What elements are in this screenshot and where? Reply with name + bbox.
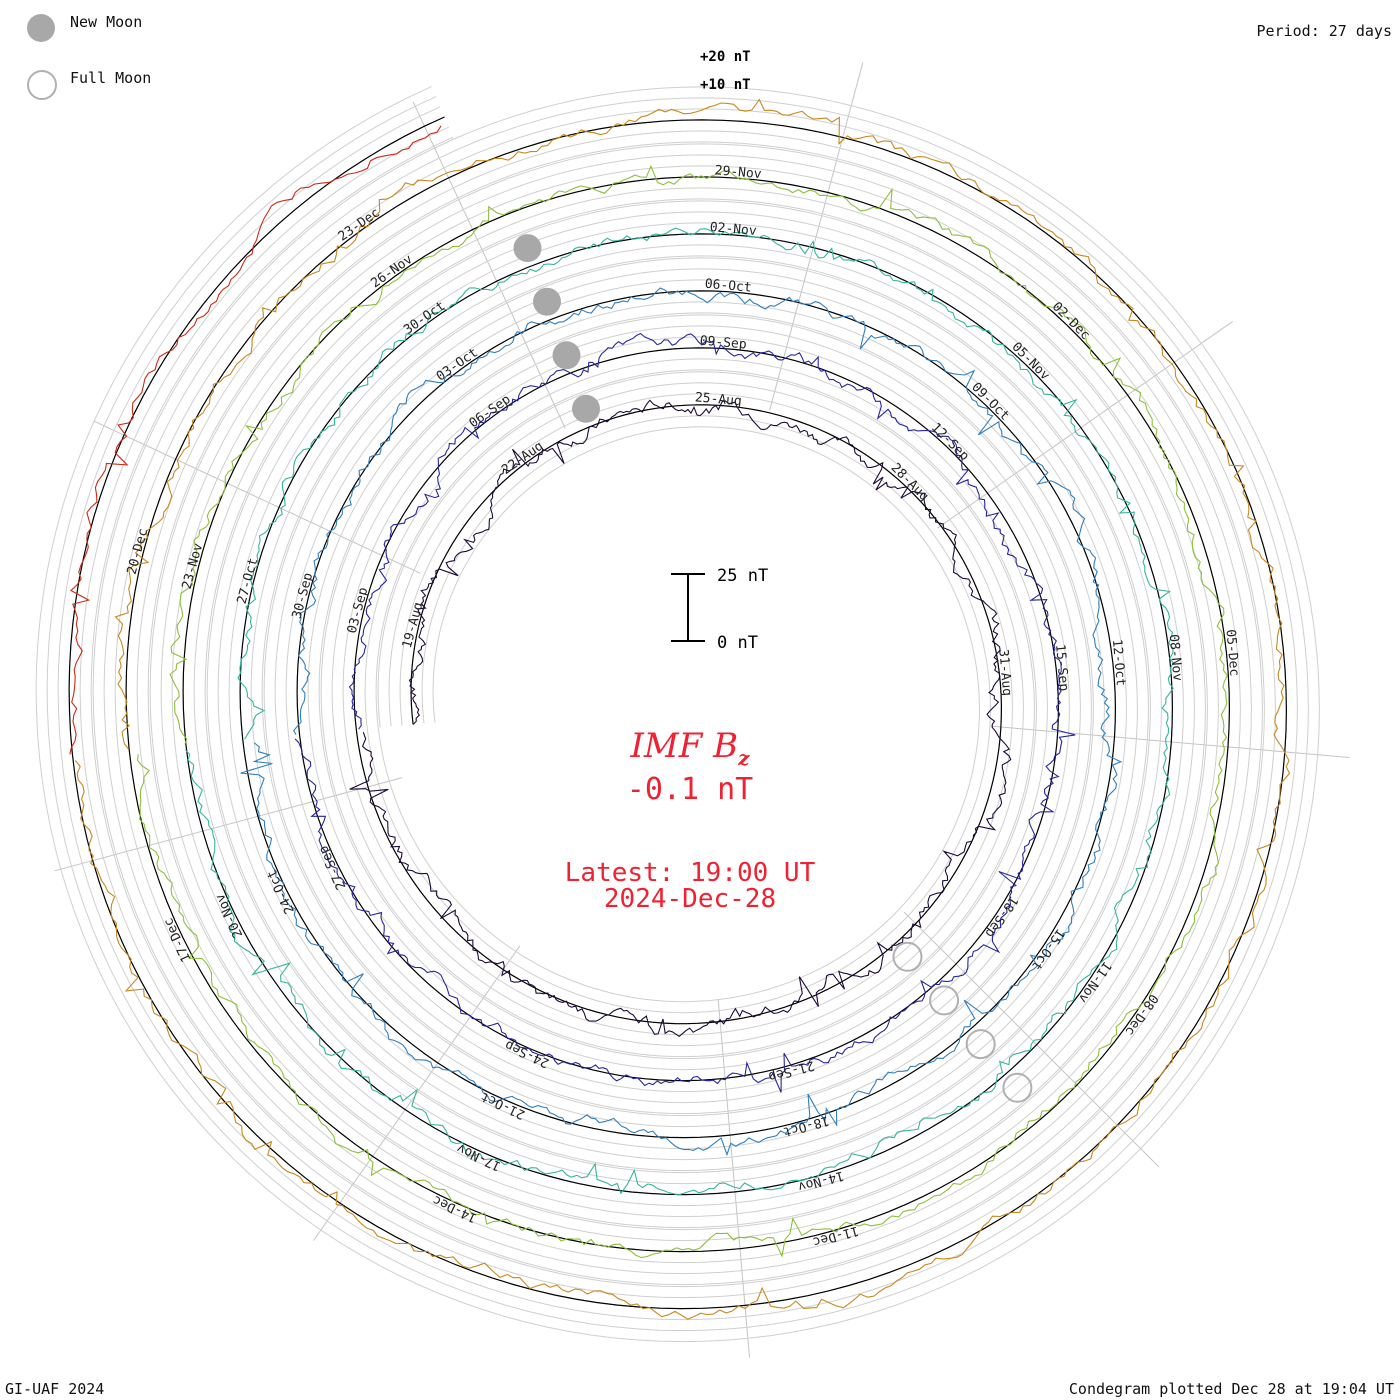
- plotted-timestamp: Condegram plotted Dec 28 at 19:04 UT: [1068, 1380, 1394, 1398]
- date-label: 27-Oct: [235, 556, 262, 605]
- date-label: 20-Dec: [125, 527, 152, 576]
- scale-bar-top-label: 25 nT: [717, 566, 768, 586]
- baseline-spiral: [68, 116, 1288, 1310]
- date-label: 24-Sep: [503, 1037, 552, 1071]
- date-label: 11-Dec: [811, 1222, 860, 1249]
- spoke-line: [93, 420, 421, 574]
- date-label: 05-Nov: [1009, 340, 1053, 384]
- date-label: 03-Sep: [345, 586, 372, 635]
- date-label: 15-Oct: [1028, 926, 1067, 973]
- spoke-line: [313, 945, 521, 1241]
- grid-ring: [35, 86, 1320, 1343]
- trace-rotation-3: [184, 227, 1174, 1196]
- trace-rotation-6: [69, 125, 442, 755]
- date-label: 31-Aug: [995, 649, 1014, 697]
- spoke-line: [769, 62, 864, 411]
- grid-ring: [46, 96, 1309, 1332]
- date-label: 23-Nov: [180, 542, 207, 591]
- spoke-line: [54, 777, 403, 872]
- date-label: 23-Dec: [336, 205, 383, 244]
- date-label: 29-Nov: [714, 163, 762, 182]
- date-label: 06-Sep: [467, 392, 514, 431]
- new-moon-icon: [572, 394, 600, 423]
- parameter-name: IMF B: [630, 726, 739, 766]
- moon-markers: [513, 234, 1033, 1103]
- date-label: 02-Nov: [709, 220, 757, 239]
- baseline-rings: [68, 116, 1288, 1310]
- grid-ring: [90, 136, 1265, 1288]
- credit-label: GI-UAF 2024: [5, 1380, 105, 1398]
- period-label: Period: 27 days: [1256, 22, 1392, 40]
- data-traces: [69, 98, 1291, 1320]
- date-label: 14-Nov: [796, 1167, 845, 1194]
- latest-value: -0.1 nT: [626, 772, 754, 807]
- date-label: 26-Nov: [368, 252, 415, 291]
- full-moon-icon: [929, 985, 960, 1016]
- new-moon-icon: [27, 14, 55, 42]
- scale-bar: 25 nT 0 nT: [671, 566, 768, 653]
- date-label: 17-Nov: [454, 1140, 503, 1174]
- date-label: 21-Sep: [767, 1057, 816, 1084]
- date-label: 12-Sep: [928, 420, 972, 464]
- grid-ring: [79, 126, 1276, 1299]
- date-label: 12-Oct: [1109, 639, 1128, 687]
- full-moon-icon: [27, 70, 57, 100]
- date-label: 21-Oct: [479, 1088, 528, 1121]
- scale-bar-bottom-label: 0 nT: [717, 633, 758, 653]
- date-label: 24-Oct: [264, 867, 297, 916]
- date-label: 17-Dec: [161, 915, 194, 964]
- trace-rotation-4: [136, 164, 1228, 1259]
- date-label: 18-Sep: [981, 893, 1020, 940]
- full-moon-legend-label: Full Moon: [70, 69, 152, 87]
- outer-scale-label-20: +20 nT: [700, 49, 751, 65]
- outer-scale-labels: +20 nT +10 nT: [700, 49, 751, 93]
- grid-ring: [57, 106, 1298, 1321]
- latest-date: 2024-Dec-28: [603, 884, 777, 914]
- date-label: 06-Oct: [704, 277, 752, 296]
- new-moon-icon: [513, 234, 542, 263]
- date-label: 03-Oct: [434, 345, 481, 384]
- date-label: 08-Dec: [1122, 991, 1161, 1038]
- date-label: 18-Oct: [781, 1112, 830, 1139]
- full-moon-icon: [1002, 1072, 1033, 1103]
- date-label: 14-Dec: [430, 1192, 479, 1225]
- date-label: 05-Dec: [1222, 629, 1241, 677]
- new-moon-icon: [533, 287, 561, 316]
- spoke-line: [412, 101, 566, 429]
- latest-time: Latest: 19:00 UT: [564, 858, 816, 888]
- date-label: 22-Aug: [499, 439, 546, 478]
- date-label: 28-Aug: [888, 461, 932, 505]
- date-label: 19-Aug: [400, 601, 427, 650]
- parameter-title: IMF Bz: [500, 726, 880, 770]
- spoke-line: [903, 911, 1160, 1168]
- new-moon-legend-label: New Moon: [70, 13, 143, 31]
- outer-scale-label-10: +10 nT: [700, 77, 751, 93]
- date-label: 30-Oct: [401, 299, 448, 338]
- date-label: 20-Nov: [213, 891, 247, 940]
- date-label: 02-Dec: [1049, 299, 1093, 343]
- trace-rotation-1: [294, 332, 1076, 1093]
- trace-rotation-0: [349, 399, 1012, 1037]
- new-moon-icon: [552, 341, 581, 370]
- date-label: 25-Aug: [694, 390, 742, 409]
- date-label: 09-Oct: [968, 380, 1012, 424]
- date-label: 27-Sep: [316, 843, 350, 892]
- date-label: 09-Sep: [699, 333, 747, 352]
- date-label: 08-Nov: [1166, 634, 1185, 682]
- spoke-line: [990, 725, 1350, 759]
- trace-rotation-2: [240, 287, 1123, 1157]
- date-label: 15-Sep: [1052, 644, 1071, 692]
- full-moon-icon: [965, 1029, 996, 1060]
- parameter-subscript: z: [738, 746, 750, 770]
- radial-spokes: [54, 62, 1350, 1358]
- spoke-line: [717, 998, 751, 1358]
- trace-rotation-5: [74, 98, 1291, 1320]
- full-moon-icon: [892, 941, 923, 972]
